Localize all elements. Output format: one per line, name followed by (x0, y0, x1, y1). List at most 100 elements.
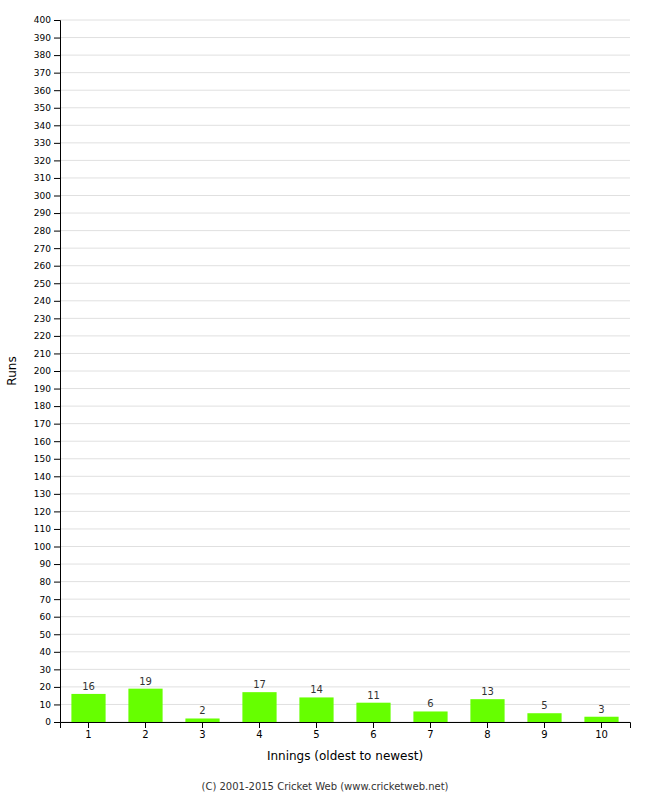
y-tick: 170 (34, 419, 60, 429)
grid-line (60, 493, 630, 494)
x-tick: 4 (256, 722, 262, 740)
data-label: 13 (481, 686, 494, 697)
y-tick-label: 250 (34, 279, 51, 289)
x-tick: 7 (427, 722, 433, 740)
y-axis-line (54, 21, 61, 723)
grid-line (60, 213, 630, 214)
y-tick: 280 (34, 226, 60, 236)
y-tick-label: 60 (40, 612, 52, 622)
y-tick-mark (54, 143, 60, 144)
grid-line (60, 265, 630, 266)
y-tick-mark (54, 178, 60, 179)
y-tick: 260 (34, 261, 60, 271)
grid-line (60, 90, 630, 91)
grid-line (60, 423, 630, 424)
data-label: 11 (367, 690, 380, 701)
y-tick: 50 (40, 630, 60, 640)
y-tick: 290 (34, 208, 60, 218)
y-tick-label: 210 (34, 349, 51, 359)
x-tick-label: 9 (541, 729, 547, 740)
data-label: 3 (598, 704, 604, 715)
x-tick: 1 (85, 722, 91, 740)
y-tick-label: 360 (34, 86, 51, 96)
data-label: 5 (541, 700, 547, 711)
y-tick-label: 70 (40, 595, 52, 605)
x-axis-title: Innings (oldest to newest) (267, 749, 423, 763)
x-tick-mark (259, 722, 260, 728)
grid-line (60, 142, 630, 143)
x-tick-mark (316, 722, 317, 728)
grid-line (60, 160, 630, 161)
grid-line (60, 371, 630, 372)
y-tick-mark (54, 599, 60, 600)
x-tick-label: 3 (199, 729, 205, 740)
grid-line (60, 634, 630, 635)
grid-line (60, 248, 630, 249)
y-tick-mark (54, 652, 60, 653)
y-tick: 100 (34, 542, 60, 552)
bar (470, 699, 504, 722)
y-tick-label: 0 (45, 717, 51, 727)
y-tick-mark (54, 196, 60, 197)
y-tick-label: 370 (34, 68, 51, 78)
grid-line (60, 72, 630, 73)
y-tick: 200 (34, 366, 60, 376)
y-tick: 230 (34, 314, 60, 324)
y-tick-mark (54, 20, 60, 21)
x-tick-mark (88, 722, 89, 728)
grid-line (60, 528, 630, 529)
y-tick: 400 (34, 15, 60, 25)
y-tick-mark (54, 511, 60, 512)
data-label: 19 (139, 676, 152, 687)
grid-line (60, 283, 630, 284)
y-tick-label: 40 (40, 647, 52, 657)
grid-line (60, 55, 630, 56)
y-tick: 340 (34, 121, 60, 131)
x-tick-label: 7 (427, 729, 433, 740)
x-tick: 9 (541, 722, 547, 740)
y-tick: 70 (40, 595, 60, 605)
bar (185, 718, 219, 722)
y-tick-label: 10 (40, 700, 52, 710)
x-tick: 6 (370, 722, 376, 740)
y-tick-label: 130 (34, 489, 51, 499)
data-label: 14 (310, 684, 323, 695)
y-tick-label: 350 (34, 103, 51, 113)
y-tick: 180 (34, 401, 60, 411)
y-tick-label: 270 (34, 244, 51, 254)
grid-line (60, 388, 630, 389)
y-tick-mark (54, 441, 60, 442)
x-tick-label: 4 (256, 729, 262, 740)
y-tick-label: 150 (34, 454, 51, 464)
data-label: 2 (199, 705, 205, 716)
y-tick-mark (54, 38, 60, 39)
bars (71, 689, 618, 722)
x-tick-label: 8 (484, 729, 490, 740)
y-tick-mark (54, 634, 60, 635)
y-tick-mark (54, 73, 60, 74)
y-tick-label: 310 (34, 173, 51, 183)
grid-line (60, 318, 630, 319)
y-tick-label: 110 (34, 524, 51, 534)
y-tick: 30 (40, 665, 60, 675)
y-tick: 80 (40, 577, 60, 587)
x-tick: 10 (595, 722, 608, 740)
y-tick-mark (54, 231, 60, 232)
y-tick-label: 160 (34, 437, 51, 447)
y-axis-title: Runs (5, 356, 19, 385)
x-tick-mark (487, 722, 488, 728)
y-tick-mark (54, 108, 60, 109)
x-axis-line (61, 723, 631, 729)
y-tick: 190 (34, 384, 60, 394)
y-tick: 220 (34, 331, 60, 341)
y-tick-label: 50 (40, 630, 52, 640)
y-tick: 10 (40, 700, 60, 710)
y-tick-label: 220 (34, 331, 51, 341)
y-tick-mark (54, 564, 60, 565)
grid-line (60, 581, 630, 582)
y-tick-label: 140 (34, 472, 51, 482)
y-tick-mark (54, 301, 60, 302)
grid-line (60, 616, 630, 617)
grid-line (60, 546, 630, 547)
y-tick: 380 (34, 50, 60, 60)
